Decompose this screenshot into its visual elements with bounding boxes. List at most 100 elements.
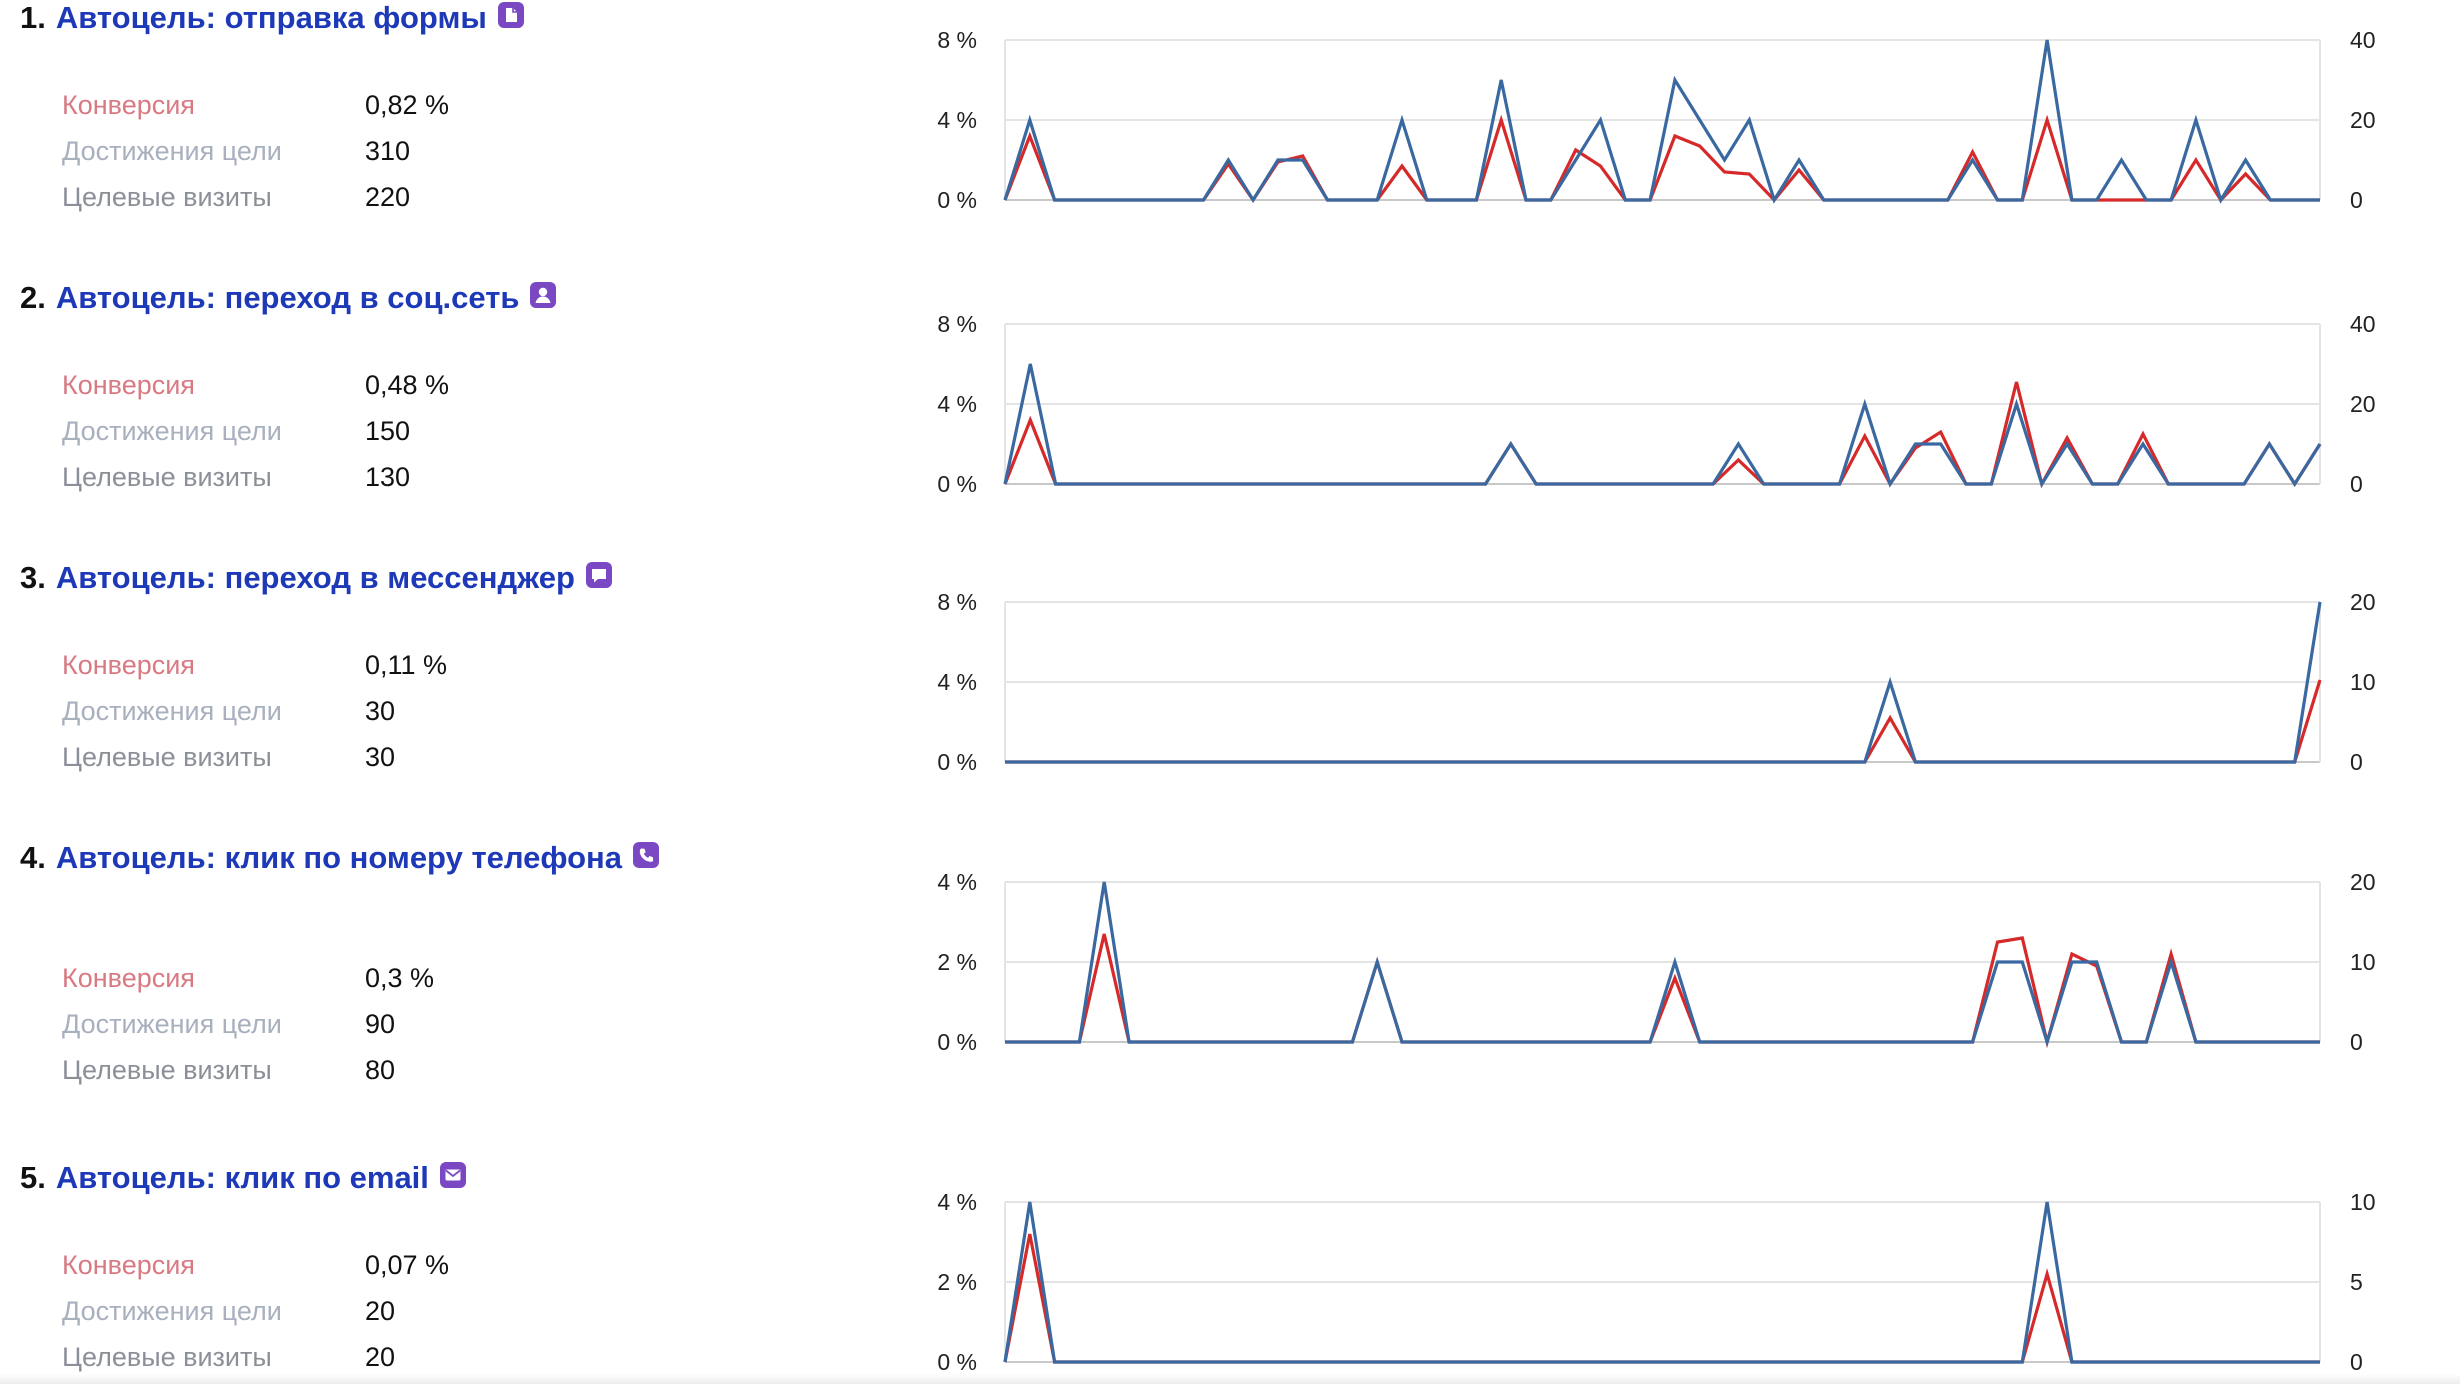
visits-label: Целевые визиты bbox=[62, 1342, 272, 1372]
left-tick-label: 0 % bbox=[937, 471, 977, 497]
goal-title-link[interactable]: Автоцель: отправка формы bbox=[55, 0, 487, 35]
goal-number: 4. bbox=[20, 840, 46, 875]
right-tick-label: 40 bbox=[2350, 311, 2376, 337]
chart-svg: 0 % 0 4 % 10 8 % 20 bbox=[937, 589, 2376, 775]
conversion-row: Конверсия 0,48 % bbox=[62, 362, 762, 408]
goal-number: 1. bbox=[20, 0, 46, 35]
left-tick-label: 8 % bbox=[937, 311, 977, 337]
left-tick-label: 0 % bbox=[937, 1029, 977, 1055]
goal-number: 5. bbox=[20, 1160, 46, 1195]
conversion-series-line bbox=[1003, 381, 2322, 489]
visits-series-line bbox=[1003, 363, 2322, 488]
conversion-row: Конверсия 0,07 % bbox=[62, 1242, 762, 1288]
goal-title-link[interactable]: Автоцель: клик по email bbox=[55, 1160, 429, 1195]
left-tick-label: 4 % bbox=[937, 869, 977, 895]
goal-chart: 0 % 0 4 % 20 8 % 40 bbox=[900, 27, 2440, 220]
visits-row: Целевые визиты 80 bbox=[62, 1047, 762, 1093]
visits-label: Целевые визиты bbox=[62, 462, 272, 492]
conversion-value: 0,3 % bbox=[365, 963, 435, 993]
conversion-value: 0,82 % bbox=[365, 90, 450, 120]
goal-title: 5. Автоцель: клик по email bbox=[20, 1160, 467, 1196]
right-tick-label: 40 bbox=[2350, 27, 2376, 53]
visits-value: 20 bbox=[365, 1342, 396, 1372]
right-tick-label: 10 bbox=[2350, 1189, 2376, 1215]
goal-title: 4. Автоцель: клик по номеру телефона bbox=[20, 840, 660, 876]
right-tick-label: 20 bbox=[2350, 589, 2376, 615]
conversion-series-line bbox=[1003, 114, 2320, 203]
phone-icon bbox=[632, 841, 660, 869]
achievements-value: 20 bbox=[365, 1296, 396, 1326]
right-tick-label: 5 bbox=[2350, 1269, 2363, 1295]
goal-title-link[interactable]: Автоцель: переход в соц.сеть bbox=[55, 280, 520, 315]
right-tick-label: 20 bbox=[2350, 869, 2376, 895]
conversion-row: Конверсия 0,82 % bbox=[62, 82, 762, 128]
left-tick-label: 0 % bbox=[937, 1349, 977, 1375]
visits-value: 130 bbox=[365, 462, 411, 492]
visits-series-line bbox=[1003, 1201, 2320, 1364]
goal-title-link[interactable]: Автоцель: переход в мессенджер bbox=[55, 560, 575, 595]
achievements-label: Достижения цели bbox=[62, 1296, 282, 1326]
email-envelope-icon bbox=[439, 1161, 467, 1189]
right-tick-label: 0 bbox=[2350, 471, 2363, 497]
visits-label: Целевые визиты bbox=[62, 1055, 272, 1085]
goal-number: 2. bbox=[20, 280, 46, 315]
left-tick-label: 0 % bbox=[937, 749, 977, 775]
visits-label: Целевые визиты bbox=[62, 742, 272, 772]
left-tick-label: 4 % bbox=[937, 391, 977, 417]
left-tick-label: 8 % bbox=[937, 589, 977, 615]
achievements-label: Достижения цели bbox=[62, 1009, 282, 1039]
conversion-series-line bbox=[1003, 1233, 2320, 1364]
right-tick-label: 20 bbox=[2350, 107, 2376, 133]
goal-number: 3. bbox=[20, 560, 46, 595]
achievements-row: Достижения цели 30 bbox=[62, 688, 762, 734]
visits-value: 80 bbox=[365, 1055, 396, 1085]
visits-series-line bbox=[1005, 881, 2320, 1048]
left-tick-label: 4 % bbox=[937, 107, 977, 133]
conversion-value: 0,07 % bbox=[365, 1250, 450, 1280]
achievements-label: Достижения цели bbox=[62, 136, 282, 166]
left-tick-label: 0 % bbox=[937, 187, 977, 213]
conversion-label: Конверсия bbox=[62, 650, 195, 680]
chart-svg: 0 % 0 2 % 10 4 % 20 bbox=[937, 869, 2376, 1055]
conversion-value: 0,48 % bbox=[365, 370, 450, 400]
visits-row: Целевые визиты 220 bbox=[62, 174, 762, 220]
achievements-row: Достижения цели 310 bbox=[62, 128, 762, 174]
achievements-value: 30 bbox=[365, 696, 396, 726]
conversion-label: Конверсия bbox=[62, 370, 195, 400]
form-document-icon bbox=[497, 1, 525, 29]
achievements-row: Достижения цели 90 bbox=[62, 1001, 762, 1047]
conversion-label: Конверсия bbox=[62, 963, 195, 993]
visits-series-line bbox=[1005, 601, 2322, 764]
visits-row: Целевые визиты 130 bbox=[62, 454, 762, 500]
left-tick-label: 4 % bbox=[937, 1189, 977, 1215]
achievements-label: Достижения цели bbox=[62, 416, 282, 446]
achievements-value: 150 bbox=[365, 416, 411, 446]
bottom-fade bbox=[0, 1374, 2460, 1384]
achievements-label: Достижения цели bbox=[62, 696, 282, 726]
right-tick-label: 20 bbox=[2350, 391, 2376, 417]
left-tick-label: 2 % bbox=[937, 949, 977, 975]
right-tick-label: 0 bbox=[2350, 187, 2363, 213]
conversion-row: Конверсия 0,11 % bbox=[62, 642, 762, 688]
achievements-row: Достижения цели 20 bbox=[62, 1288, 762, 1334]
chart-svg: 0 % 0 4 % 20 8 % 40 bbox=[937, 27, 2376, 213]
conversion-label: Конверсия bbox=[62, 90, 195, 120]
conversion-value: 0,11 % bbox=[365, 650, 448, 680]
visits-value: 30 bbox=[365, 742, 396, 772]
achievements-value: 310 bbox=[365, 136, 411, 166]
goal-chart: 0 % 0 2 % 10 4 % 20 bbox=[900, 869, 2440, 1062]
conversion-row: Конверсия 0,3 % bbox=[62, 955, 762, 1001]
goal-title-link[interactable]: Автоцель: клик по номеру телефона bbox=[55, 840, 623, 875]
right-tick-label: 10 bbox=[2350, 949, 2376, 975]
goal-title: 1. Автоцель: отправка формы bbox=[20, 0, 525, 36]
goal-chart: 0 % 0 4 % 20 8 % 40 bbox=[900, 311, 2440, 504]
achievements-row: Достижения цели 150 bbox=[62, 408, 762, 454]
right-tick-label: 0 bbox=[2350, 1029, 2363, 1055]
social-person-icon bbox=[529, 281, 557, 309]
achievements-value: 90 bbox=[365, 1009, 396, 1039]
conversion-label: Конверсия bbox=[62, 1250, 195, 1280]
goal-title: 2. Автоцель: переход в соц.сеть bbox=[20, 280, 557, 316]
right-tick-label: 0 bbox=[2350, 749, 2363, 775]
goal-title: 3. Автоцель: переход в мессенджер bbox=[20, 560, 613, 596]
right-tick-label: 10 bbox=[2350, 669, 2376, 695]
